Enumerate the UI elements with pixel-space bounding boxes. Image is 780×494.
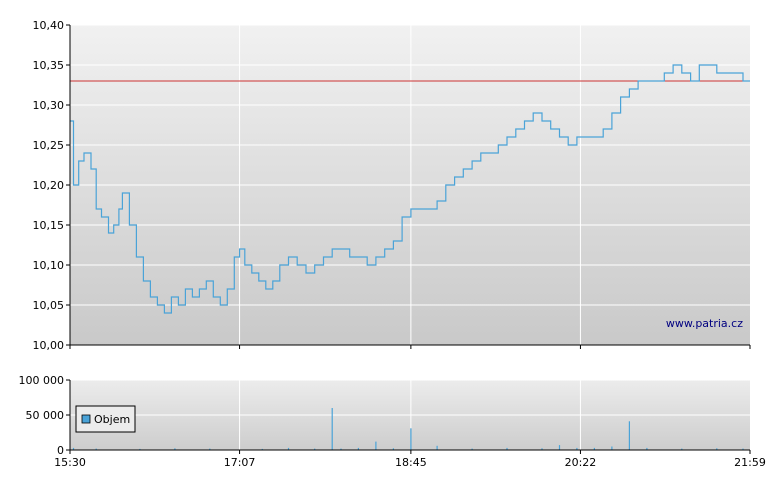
volume-bar: [209, 448, 211, 450]
volume-bar: [541, 448, 543, 451]
time-x-axis: 15:30 17:07 18:45 20:22 21:59: [54, 345, 766, 469]
volume-y-axis: 0 50 000 100 000: [19, 374, 70, 457]
x-tick-label: 21:59: [734, 456, 766, 469]
volume-bar: [558, 445, 561, 450]
volume-bar: [593, 447, 595, 450]
volume-bar: [340, 448, 342, 450]
volume-bar: [314, 448, 316, 450]
volume-bar: [357, 447, 359, 450]
volume-y-tick-label: 100 000: [19, 374, 65, 387]
price-y-tick-label: 10,25: [33, 139, 65, 152]
volume-bar: [628, 421, 630, 450]
volume-bar: [392, 448, 394, 451]
volume-bar: [331, 408, 333, 450]
price-gridlines: [70, 24, 750, 345]
price-series-line: [70, 64, 750, 314]
volume-y-tick-label: 50 000: [26, 409, 65, 422]
x-tick-label: 15:30: [54, 456, 86, 469]
volume-bar: [506, 447, 508, 450]
volume-bar: [95, 448, 97, 450]
price-y-tick-label: 10,00: [33, 339, 65, 352]
volume-bar: [261, 448, 263, 450]
watermark: www.patria.cz: [666, 317, 743, 330]
volume-bar: [287, 447, 290, 450]
volume-bar: [716, 448, 718, 451]
volume-bar: [742, 448, 744, 450]
volume-legend: Objem: [75, 405, 136, 433]
price-y-tick-label: 10,40: [33, 19, 65, 32]
price-y-tick-label: 10,20: [33, 179, 65, 192]
volume-bar: [611, 446, 613, 450]
volume-bar: [576, 447, 578, 450]
volume-bar: [375, 441, 377, 450]
x-tick-label: 18:45: [395, 456, 427, 469]
price-y-tick-label: 10,05: [33, 299, 65, 312]
volume-bar: [139, 448, 141, 450]
volume-bar: [72, 447, 75, 450]
price-y-tick-label: 10,35: [33, 59, 65, 72]
x-tick-label: 20:22: [565, 456, 597, 469]
price-y-tick-label: 10,30: [33, 99, 65, 112]
volume-bar: [471, 448, 473, 450]
volume-bars: [72, 408, 744, 451]
price-y-axis: 10,00 10,05 10,10 10,15 10,20 10,25 10,30 10,35…: [33, 19, 70, 352]
volume-bar: [410, 428, 412, 450]
price-y-tick-label: 10,15: [33, 219, 65, 232]
volume-bar: [436, 445, 438, 450]
volume-bar: [646, 447, 648, 450]
x-tick-label: 17:07: [224, 456, 256, 469]
volume-bar: [174, 448, 176, 451]
legend-label: Objem: [94, 413, 130, 426]
volume-y-tick-label: 0: [57, 444, 64, 457]
legend-swatch-icon: [81, 414, 91, 424]
volume-gridlines: [70, 379, 750, 450]
price-y-tick-label: 10,10: [33, 259, 65, 272]
volume-bar: [681, 448, 683, 450]
